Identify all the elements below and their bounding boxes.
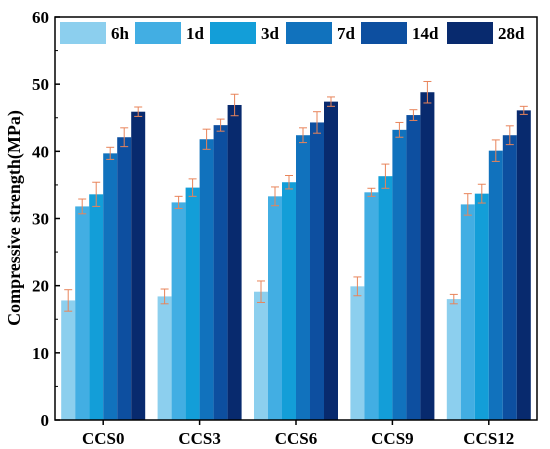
x-tick-label: CCS3 [178, 429, 221, 448]
bar-CCS6-14d [310, 122, 324, 421]
y-axis-title: Compressive strength(MPa) [4, 110, 25, 326]
legend-swatch [286, 22, 332, 44]
error-bar-CCS6-6h [257, 280, 265, 303]
bar-CCS3-28d [227, 104, 242, 420]
legend-item-14d: 14d [361, 22, 439, 44]
bar-CCS9-7d [392, 129, 407, 420]
error-bar-CCS3-28d [230, 93, 239, 117]
bar-CCS12-3d [474, 193, 489, 420]
error-bar-CCS9-3d [381, 163, 390, 189]
bar-CCS9-1d [364, 192, 379, 420]
bars-layer [61, 92, 531, 421]
bar-CCS12-28d [516, 110, 531, 420]
error-bar-CCS6-28d [327, 96, 335, 107]
error-bars-layer [64, 80, 528, 312]
y-tick-label: 50 [32, 75, 49, 94]
error-bar-CCS6-7d [299, 127, 307, 144]
error-bar-CCS3-14d [216, 118, 225, 132]
error-bar-CCS6-1d [271, 186, 279, 207]
error-bar-CCS9-7d [395, 121, 404, 138]
bar-CCS0-14d [117, 137, 132, 420]
error-bar-CCS0-3d [92, 181, 101, 207]
bar-CCS12-7d [488, 150, 503, 420]
legend: 6h 1d 3d 7d 14d 28d [60, 22, 525, 44]
y-tick-label: 10 [32, 344, 49, 363]
legend-item-28d: 28d [447, 22, 525, 44]
error-bar-CCS3-1d [174, 195, 183, 209]
legend-label: 28d [498, 24, 525, 43]
bar-CCS0-6h [61, 300, 76, 420]
bar-CCS6-28d [324, 101, 338, 420]
legend-item-7d: 7d [286, 22, 356, 44]
legend-swatch [210, 22, 256, 44]
error-bar-CCS0-6h [64, 289, 73, 312]
error-bar-CCS12-7d [491, 139, 500, 162]
legend-label: 6h [111, 24, 130, 43]
bar-CCS3-1d [171, 202, 186, 420]
y-tick-label: 20 [32, 277, 49, 296]
bar-CCS3-14d [213, 125, 228, 420]
error-bar-CCS0-14d [120, 127, 129, 148]
error-bar-CCS12-3d [477, 183, 486, 204]
axes-layer: CCS0 CCS3 CCS6 CCS9 CCS12 0 10 20 30 40 50 60 [32, 8, 538, 448]
y-tick-label: 40 [32, 142, 49, 161]
error-bar-CCS9-6h [353, 276, 362, 297]
bar-CCS0-1d [75, 206, 90, 420]
error-bar-CCS3-6h [160, 288, 169, 305]
legend-swatch [60, 22, 106, 44]
bar-CCS12-6h [446, 299, 461, 420]
error-bar-CCS0-1d [78, 198, 87, 215]
bar-CCS9-3d [378, 176, 393, 420]
bar-CCS6-1d [268, 196, 282, 420]
legend-swatch [361, 22, 407, 44]
bar-CCS0-28d [131, 111, 146, 420]
bar-CCS0-3d [89, 194, 104, 420]
bar-CCS9-6h [350, 286, 365, 420]
legend-item-1d: 1d [135, 22, 205, 44]
bar-CCS6-6h [254, 291, 268, 420]
x-tick-label: CCS12 [463, 429, 514, 448]
error-bar-CCS12-28d [519, 105, 528, 115]
legend-label: 14d [412, 24, 439, 43]
error-bar-CCS3-7d [202, 128, 211, 150]
error-bar-CCS12-1d [463, 193, 472, 216]
legend-item-3d: 3d [210, 22, 280, 44]
bar-CCS0-7d [103, 153, 118, 420]
legend-item-6h: 6h [60, 22, 130, 44]
error-bar-CCS6-3d [285, 175, 293, 190]
bar-CCS3-7d [199, 139, 214, 420]
legend-label: 1d [186, 24, 205, 43]
error-bar-CCS0-7d [106, 146, 115, 160]
legend-label: 7d [337, 24, 356, 43]
bar-CCS12-14d [502, 135, 517, 421]
legend-swatch [447, 22, 493, 44]
error-bar-CCS0-28d [134, 106, 143, 117]
y-tick-label: 60 [32, 8, 49, 27]
error-bar-CCS12-6h [449, 293, 458, 305]
bar-CCS12-1d [460, 204, 475, 420]
bar-CCS9-28d [420, 92, 435, 420]
error-bar-CCS9-14d [409, 109, 418, 121]
error-bar-CCS3-3d [188, 178, 197, 197]
bar-CCS9-14d [406, 115, 421, 421]
x-tick-label: CCS6 [275, 429, 318, 448]
error-bar-CCS9-1d [367, 187, 376, 197]
bar-CCS3-3d [185, 187, 200, 420]
error-bar-CCS9-28d [423, 80, 432, 104]
bar-CCS6-3d [282, 182, 296, 420]
error-bar-CCS6-14d [313, 111, 321, 134]
y-tick-label: 0 [41, 411, 50, 430]
y-tick-label: 30 [32, 210, 49, 229]
x-tick-label: CCS0 [82, 429, 125, 448]
bar-CCS6-7d [296, 135, 310, 421]
x-tick-label: CCS9 [371, 429, 414, 448]
legend-swatch [135, 22, 181, 44]
bar-CCS3-6h [157, 296, 172, 420]
error-bar-CCS12-14d [505, 125, 514, 146]
legend-label: 3d [261, 24, 280, 43]
